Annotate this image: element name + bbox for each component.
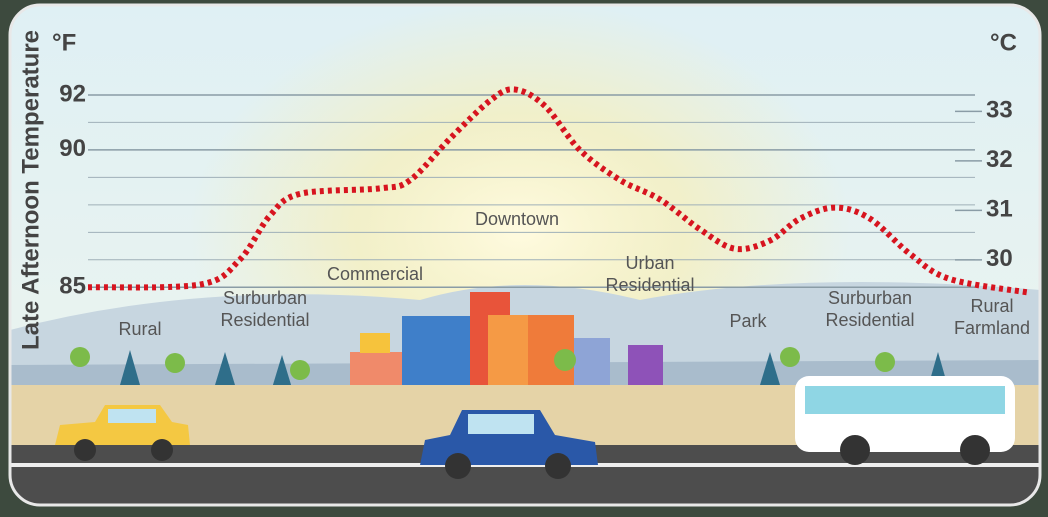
zone-label: Commercial [327, 264, 423, 284]
y2-tick-label: 30 [986, 245, 1013, 272]
taxi [55, 405, 190, 461]
zone-label: Farmland [954, 318, 1030, 338]
trees [70, 347, 895, 380]
y2-tick-label: 31 [986, 196, 1013, 223]
zone-label: Residential [605, 275, 694, 295]
y-tick-label: 90 [59, 135, 86, 162]
zone-label: Rural [118, 319, 161, 339]
zone-label: Surburban [828, 288, 912, 308]
temperature-line [87, 86, 1031, 296]
zone-label: Park [729, 311, 767, 331]
zone-label: Surburban [223, 288, 307, 308]
zone-label: Rural [970, 296, 1013, 316]
zone-label: Downtown [475, 209, 559, 229]
background [10, 5, 1040, 505]
zone-label: Residential [220, 310, 309, 330]
panel-border [8, 3, 1042, 507]
y2-axis-unit: °C [990, 29, 1017, 56]
bus [795, 376, 1015, 465]
y-tick-label: 92 [59, 80, 86, 107]
y-tick-label: 85 [59, 273, 86, 300]
plot: 85909230313233RuralSurburbanResidentialC… [59, 80, 1031, 339]
y-axis-label: Late Afternoon Temperature [17, 30, 44, 350]
zone-label: Urban [625, 253, 674, 273]
pines [120, 350, 946, 388]
buildings [350, 292, 663, 390]
zone-label: Residential [825, 310, 914, 330]
y2-tick-label: 32 [986, 146, 1013, 173]
y2-tick-label: 33 [986, 97, 1013, 124]
car [420, 410, 598, 479]
y-axis-unit: °F [52, 29, 76, 56]
